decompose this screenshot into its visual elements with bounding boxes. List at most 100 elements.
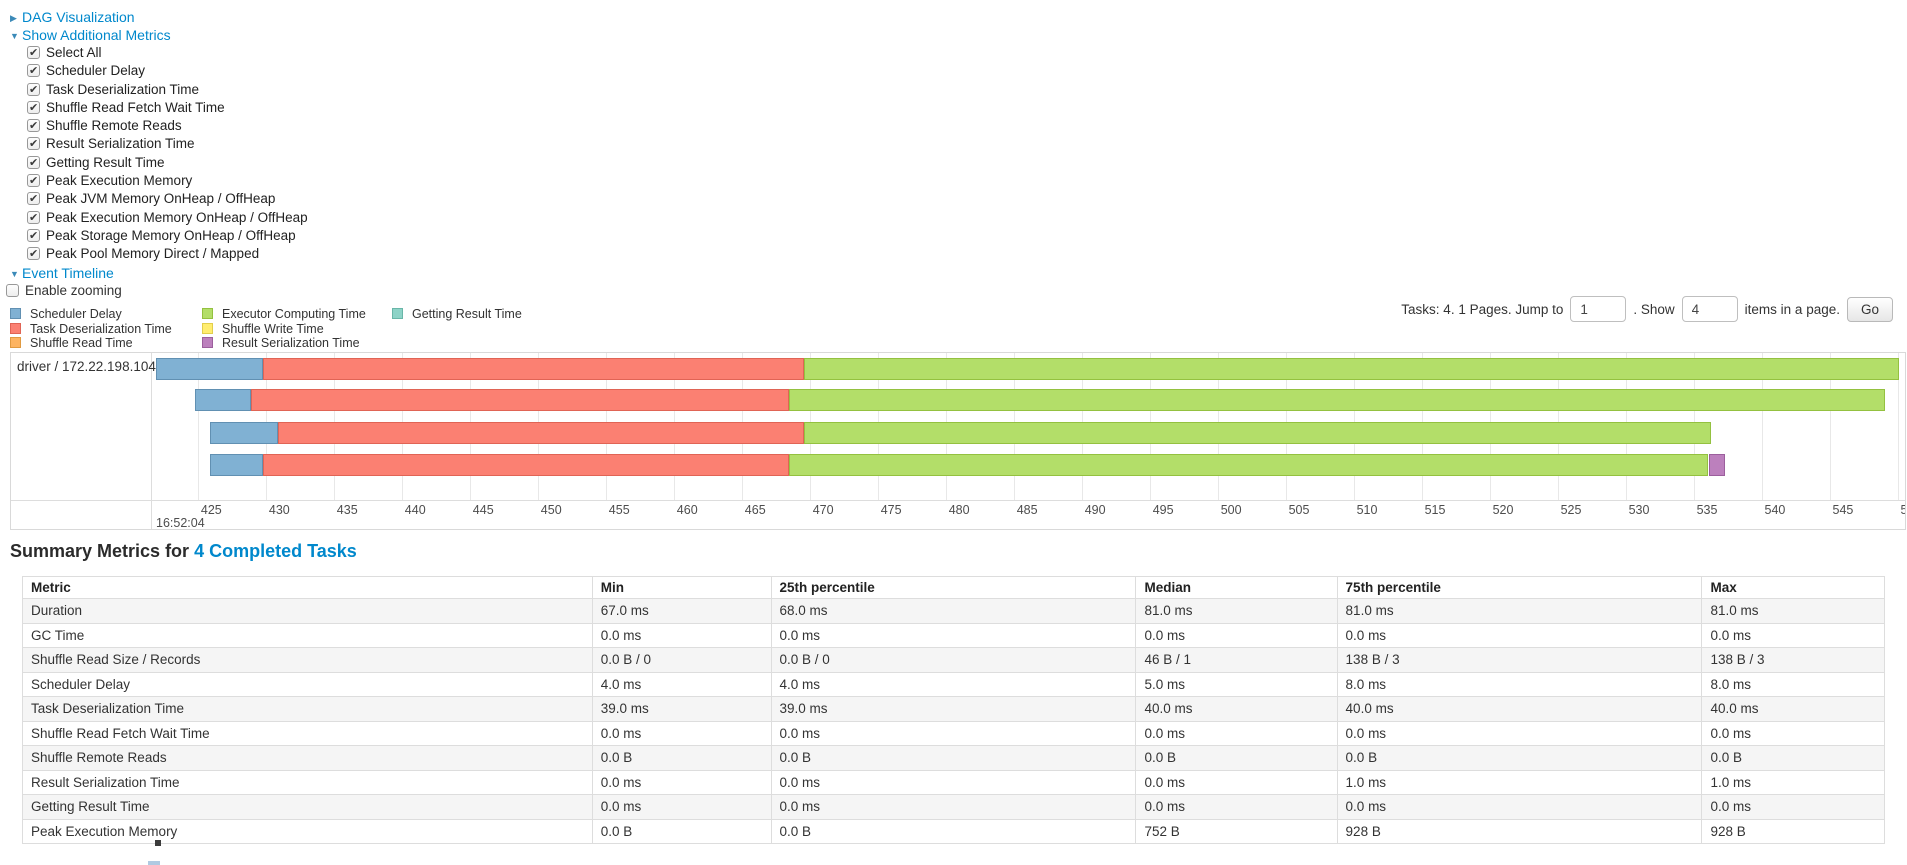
time-tick-label: 540 (1764, 503, 1786, 517)
metric-checkbox-label: Peak Pool Memory Direct / Mapped (46, 246, 260, 262)
column-header: Median (1135, 576, 1338, 599)
table-row: Duration 67.0 ms 68.0 ms 81.0 ms 81.0 ms 81.0… (22, 598, 1885, 624)
metric-checkbox-label: Task Deserialization Time (46, 81, 200, 97)
cut-off-content (148, 861, 160, 865)
metric-value-cell: 40.0 ms (1336, 696, 1703, 722)
time-tick-label: 460 (676, 503, 698, 517)
metric-checkbox-row: Peak JVM Memory OnHeap / OffHeap (10, 190, 308, 209)
event-timeline-link[interactable]: Event Timeline (22, 264, 114, 281)
metric-value-cell: 0.0 ms (1135, 622, 1338, 648)
metric-checkbox-label: Scheduler Delay (46, 63, 146, 79)
metric-checkbox-label: Peak Storage Memory OnHeap / OffHeap (46, 227, 296, 243)
legend-item: Task Deserialization Time (10, 322, 172, 337)
legend-label: Getting Result Time (412, 307, 522, 321)
metric-value-cell: 0.0 ms (591, 769, 772, 795)
table-row: Scheduler Delay 4.0 ms 4.0 ms 5.0 ms 8.0 ms 8… (22, 671, 1885, 697)
event-timeline-toggle[interactable]: ▼ Event Timeline (10, 264, 308, 282)
metric-checkbox[interactable] (27, 172, 40, 190)
metric-value-cell: 0.0 ms (1336, 720, 1703, 746)
task-bar-segment-task-deserialization[interactable] (263, 358, 805, 380)
task-bar-segment-task-deserialization[interactable] (250, 389, 790, 411)
legend-item: Result Serialization Time (202, 336, 366, 351)
metric-checkbox[interactable] (27, 81, 40, 99)
shuffle-read-swatch-icon (10, 337, 21, 348)
show-additional-metrics-link[interactable]: Show Additional Metrics (22, 27, 171, 43)
legend-item: Scheduler Delay (10, 307, 172, 322)
expanded-arrow-icon: ▼ (10, 31, 19, 41)
timeline-gridline (197, 353, 199, 500)
legend-label: Task Deserialization Time (30, 321, 172, 336)
metric-value-cell: 0.0 ms (591, 794, 772, 820)
metric-checkbox-row: Getting Result Time (10, 154, 308, 172)
metric-checkbox-row: Shuffle Remote Reads (10, 117, 308, 135)
metric-checkbox[interactable] (27, 154, 40, 172)
task-bar-segment-scheduler-delay[interactable] (195, 389, 251, 411)
task-bar-segment-executor-computing[interactable] (804, 422, 1712, 444)
metric-checkbox-label: Shuffle Remote Reads (46, 118, 182, 134)
metric-value-cell: 0.0 ms (770, 622, 1137, 648)
time-tick-label: 490 (1084, 503, 1106, 517)
table-row: Result Serialization Time 0.0 ms 0.0 ms 0.0… (22, 769, 1885, 795)
task-bar-segment-executor-computing[interactable] (789, 454, 1709, 476)
table-header-row: Metric Min 25th percentile Median 75th perce… (22, 576, 1885, 599)
task-bar-segment-task-deserialization[interactable] (263, 454, 790, 476)
metric-value-cell: 39.0 ms (591, 696, 772, 722)
metric-checkbox[interactable] (27, 99, 40, 117)
time-tick-label: 545 (1832, 503, 1854, 517)
metric-value-cell: 0.0 B (1336, 745, 1703, 771)
metric-checkbox[interactable] (27, 135, 40, 154)
metric-name-cell: Peak Execution Memory (22, 818, 593, 844)
task-bar-segment-scheduler-delay[interactable] (210, 454, 264, 476)
getting-result-swatch-icon (392, 308, 403, 319)
timeline-group-column: driver / 172.22.198.104 (11, 353, 156, 529)
legend-label: Result Serialization Time (222, 336, 360, 350)
task-bar-segment-executor-computing[interactable] (789, 389, 1886, 411)
time-tick-label: 500 (1220, 503, 1242, 517)
legend-column: Scheduler Delay Task Deserialization Time… (10, 307, 172, 351)
metric-checkbox[interactable] (27, 62, 40, 81)
metric-value-cell: 1.0 ms (1701, 769, 1885, 795)
table-row: Peak Execution Memory 0.0 B 0.0 B 752 B 928 … (22, 818, 1885, 844)
jump-to-page-input[interactable] (1570, 296, 1627, 322)
metric-value-cell: 0.0 B (770, 818, 1137, 844)
metric-checkbox[interactable] (27, 190, 40, 209)
metric-checkbox[interactable] (27, 245, 40, 264)
event-timeline-chart: driver / 172.22.198.104 425 430 435 440 445 4… (10, 352, 1906, 530)
metric-checkbox-row: Select All (10, 44, 308, 62)
metric-value-cell: 8.0 ms (1701, 671, 1885, 697)
metric-checkbox[interactable] (27, 44, 40, 62)
task-bar-segment-scheduler-delay[interactable] (210, 422, 279, 444)
metric-value-cell: 0.0 ms (1701, 622, 1885, 648)
expanded-arrow-icon: ▼ (10, 268, 19, 279)
enable-zooming-checkbox[interactable] (6, 283, 19, 297)
dag-visualization-link[interactable]: DAG Visualization (22, 9, 135, 25)
additional-metrics-checkbox-list: Select All Scheduler Delay Task Deserializ… (10, 44, 308, 264)
time-tick-label: 480 (948, 503, 970, 517)
legend-column: Executor Computing Time Shuffle Write Tim… (202, 307, 366, 351)
items-per-page-input[interactable] (1681, 296, 1738, 322)
time-tick-label: 530 (1628, 503, 1650, 517)
metric-checkbox[interactable] (27, 227, 40, 245)
metric-value-cell: 0.0 ms (1135, 794, 1338, 820)
time-tick-label: 430 (268, 503, 290, 517)
metric-checkbox-row: Peak Storage Memory OnHeap / OffHeap (10, 227, 308, 245)
metric-checkbox[interactable] (27, 209, 40, 227)
metric-value-cell: 0.0 B / 0 (591, 647, 772, 673)
metric-name-cell: Getting Result Time (22, 794, 593, 820)
metric-value-cell: 0.0 ms (770, 769, 1137, 795)
show-additional-metrics-toggle[interactable]: ▼ Show Additional Metrics (10, 26, 308, 44)
column-header: Metric (22, 576, 593, 599)
task-bar-segment-task-deserialization[interactable] (278, 422, 805, 444)
task-bar-segment-scheduler-delay[interactable] (155, 358, 264, 380)
task-bar-segment-result-serialization[interactable] (1708, 454, 1725, 476)
legend-label: Executor Computing Time (222, 307, 366, 321)
metric-value-cell: 4.0 ms (770, 671, 1137, 697)
dag-visualization-toggle[interactable]: ▶ DAG Visualization (10, 8, 308, 26)
go-button[interactable]: Go (1846, 296, 1893, 322)
metric-value-cell: 0.0 ms (1135, 769, 1338, 795)
metric-name-cell: Result Serialization Time (22, 769, 593, 795)
metric-checkbox[interactable] (27, 117, 40, 135)
task-bar-segment-executor-computing[interactable] (804, 358, 1899, 380)
time-tick-label: 475 (880, 503, 902, 517)
time-tick-label: 535 (1696, 503, 1718, 517)
